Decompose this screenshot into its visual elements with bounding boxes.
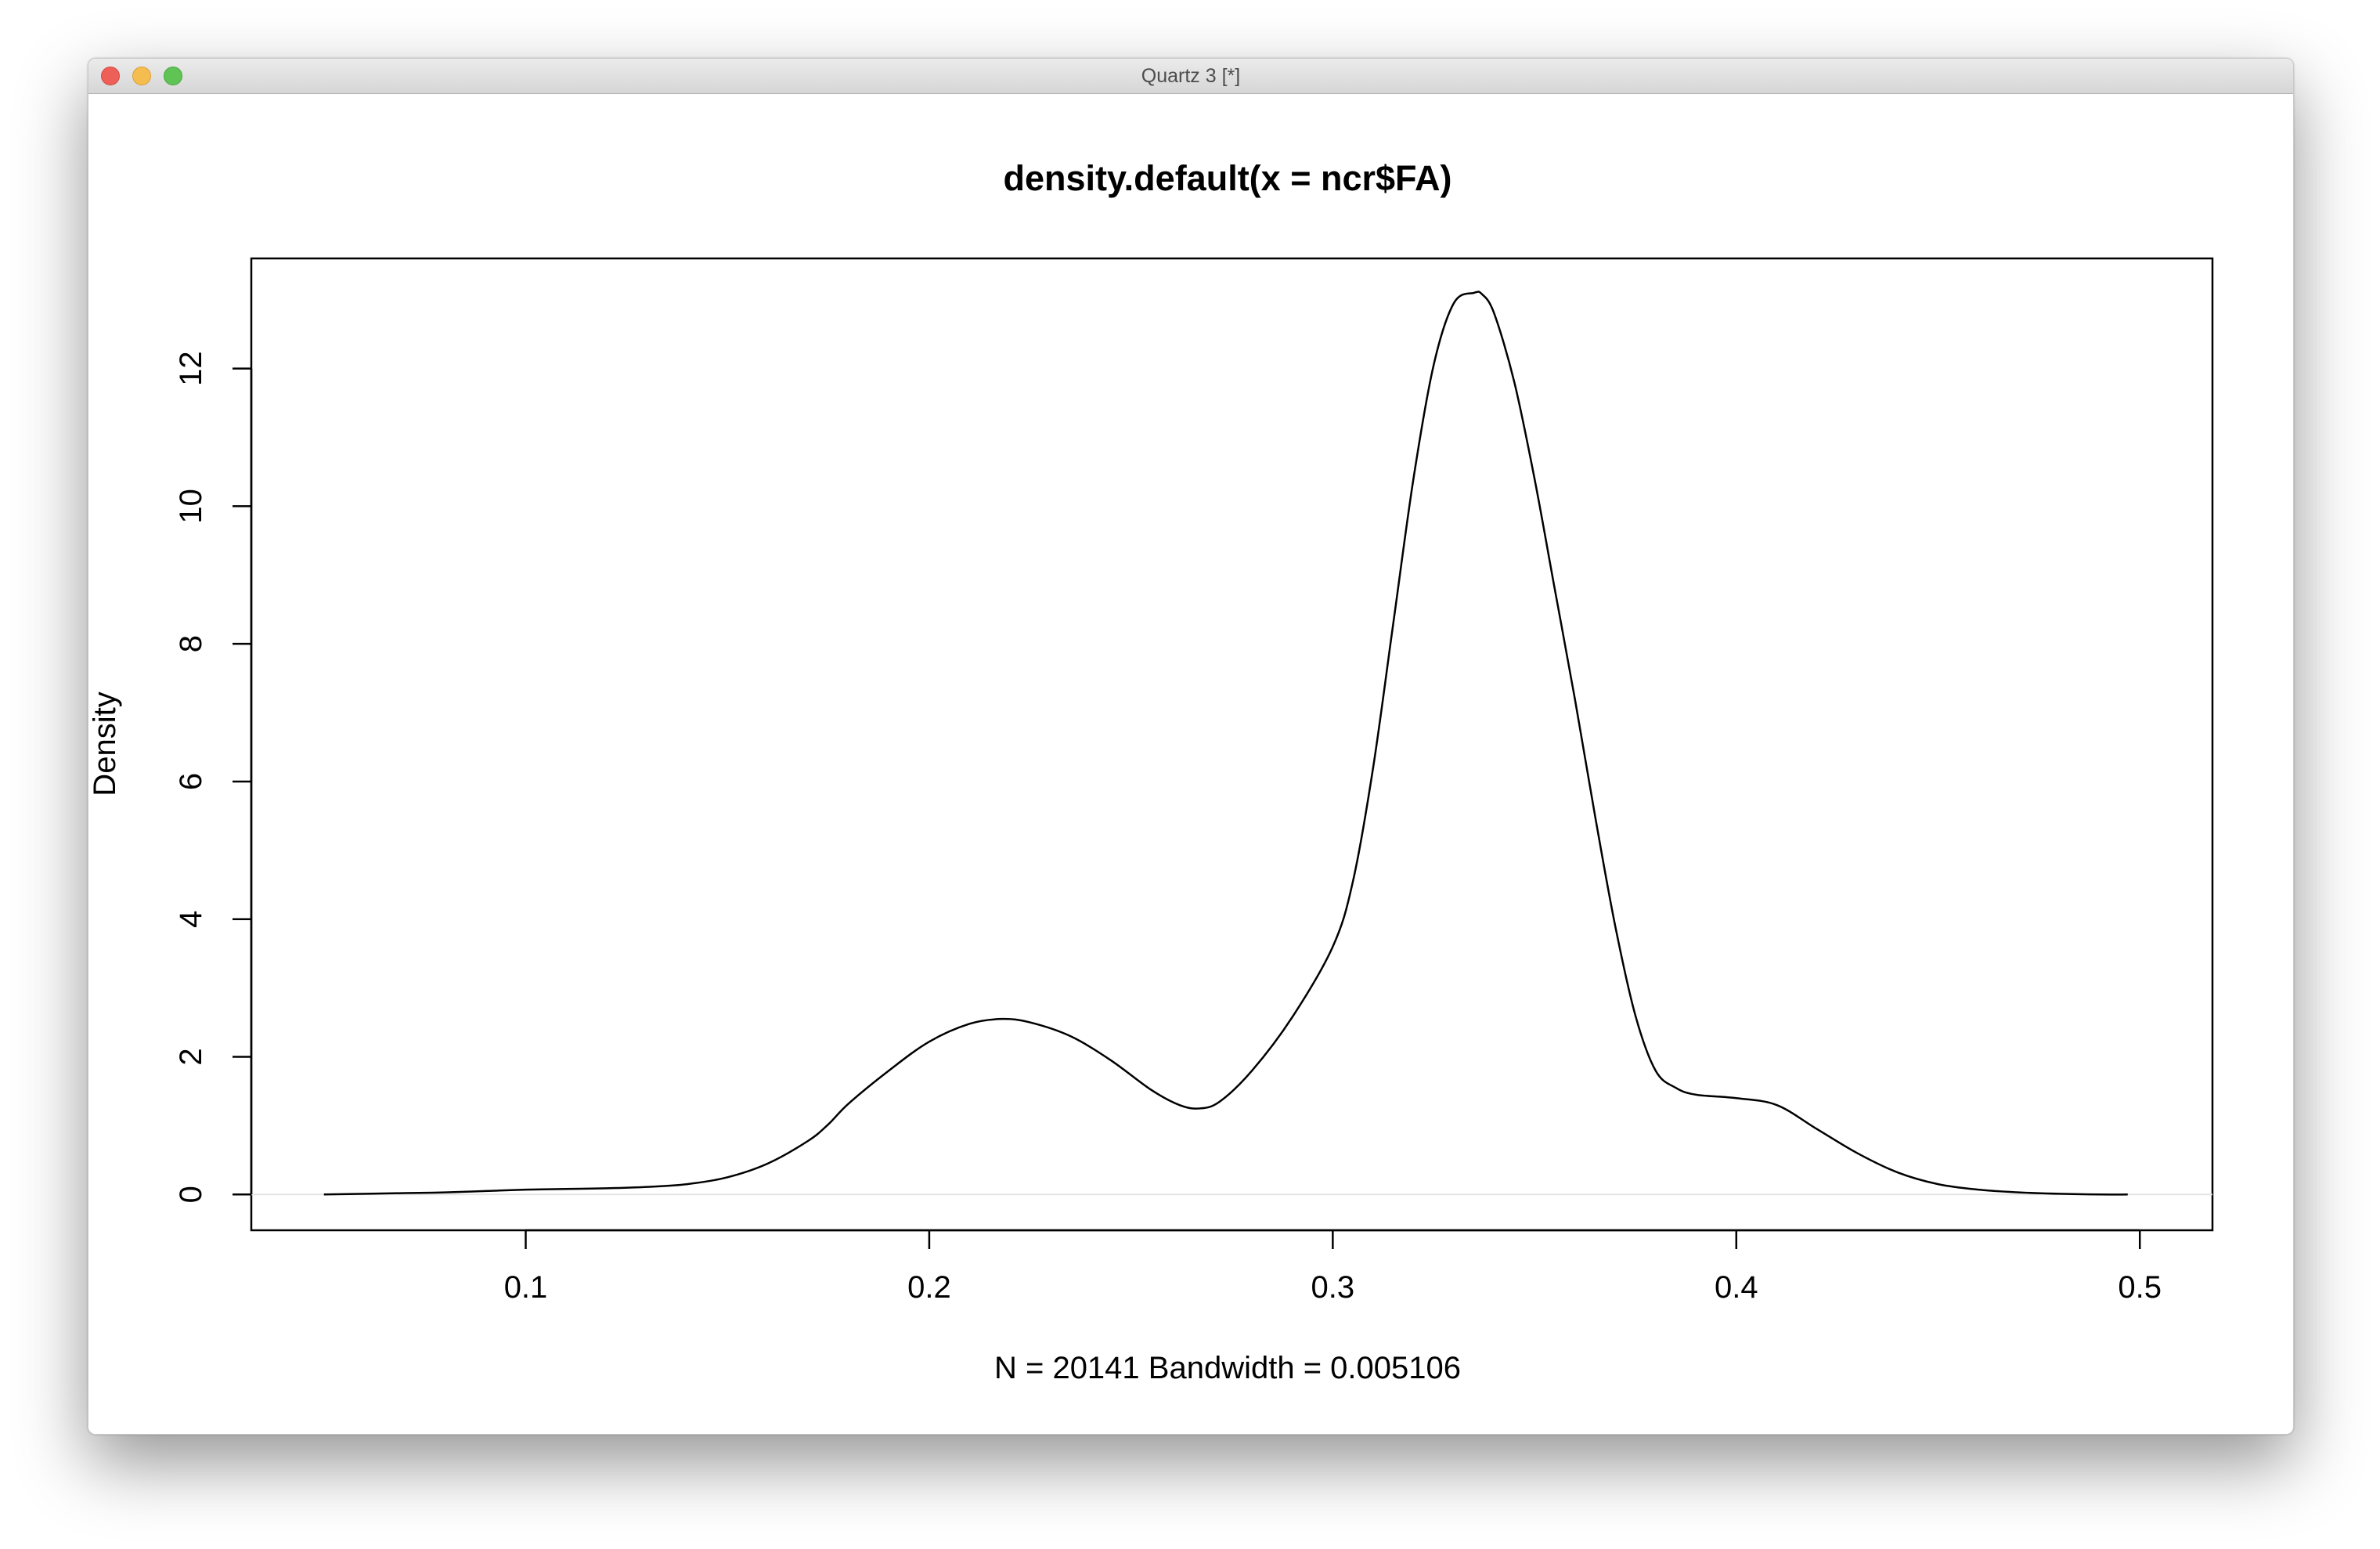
quartz-window: Quartz 3 [*] density.default(x = ncr$FA)… [88, 58, 2294, 1435]
y-tick-label: 10 [174, 489, 208, 524]
plot-frame [250, 257, 2214, 1232]
x-tick-label: 0.2 [907, 1270, 951, 1305]
density-chart: density.default(x = ncr$FA) 0.1 0.2 0.3 0.4… [88, 158, 2214, 1385]
x-tick-label: 0.5 [2118, 1270, 2162, 1305]
x-axis: 0.1 0.2 0.3 0.4 0.5 [504, 1229, 2162, 1305]
window-titlebar[interactable]: Quartz 3 [*] [88, 59, 2293, 94]
x-tick-label: 0.3 [1311, 1270, 1355, 1305]
y-tick-label: 2 [174, 1048, 208, 1065]
y-axis-label: Density [88, 691, 122, 796]
zoom-button[interactable] [164, 67, 182, 85]
x-tick-label: 0.1 [504, 1270, 548, 1305]
chart-title: density.default(x = ncr$FA) [1003, 158, 1451, 198]
x-axis-label: N = 20141 Bandwidth = 0.005106 [994, 1351, 1461, 1385]
plot-canvas: density.default(x = ncr$FA) 0.1 0.2 0.3 0.4… [88, 94, 2293, 1434]
x-tick-label: 0.4 [1715, 1270, 1758, 1305]
close-button[interactable] [101, 67, 120, 85]
y-axis: 0 2 4 6 8 10 12 [174, 351, 253, 1203]
y-tick-label: 12 [174, 351, 208, 386]
y-tick-label: 8 [174, 635, 208, 652]
density-curve [323, 291, 2128, 1196]
y-tick-label: 4 [174, 911, 208, 928]
y-tick-label: 0 [174, 1186, 208, 1203]
minimize-button[interactable] [132, 67, 151, 85]
y-tick-label: 6 [174, 773, 208, 790]
window-title: Quartz 3 [*] [1141, 65, 1241, 87]
